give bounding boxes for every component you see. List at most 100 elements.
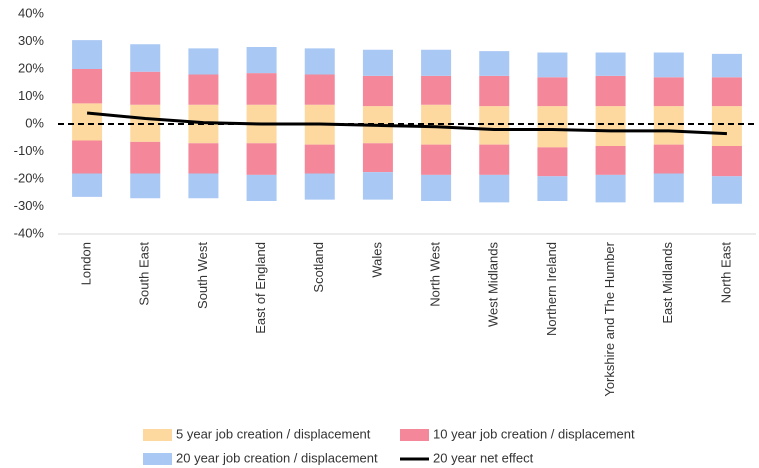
y-tick-label: 0%	[25, 115, 44, 130]
bar-segment	[653, 77, 684, 107]
bar-segment	[595, 75, 626, 107]
bar-segment	[188, 124, 219, 144]
x-tick-label: East Midlands	[660, 242, 675, 324]
x-tick-label: West Midlands	[486, 242, 501, 328]
y-tick-label: 20%	[18, 60, 44, 75]
bar-segment	[595, 124, 626, 146]
bar-segment	[304, 173, 335, 200]
bar-segment	[362, 106, 393, 124]
bar-segment	[304, 104, 335, 124]
legend-label: 5 year job creation / displacement	[176, 426, 371, 441]
bar-segment	[188, 104, 219, 124]
bar-segment	[421, 174, 452, 201]
x-tick-label: London	[79, 242, 94, 285]
y-tick-label: -20%	[14, 170, 45, 185]
bar-segment	[72, 40, 103, 69]
bar-segment	[653, 124, 684, 145]
bar-segment	[246, 47, 277, 74]
bar-segment	[188, 173, 219, 199]
bar-segment	[537, 176, 568, 201]
y-tick-label: 10%	[18, 88, 44, 103]
legend-swatch	[143, 429, 172, 441]
bar-segment	[595, 106, 626, 124]
y-tick-label: -40%	[14, 225, 45, 240]
x-tick-label: Yorkshire and The Humber	[602, 241, 617, 396]
bar-segment	[304, 144, 335, 174]
bar-segment	[595, 174, 626, 203]
bar-segment	[711, 77, 742, 107]
bar-segment	[653, 52, 684, 78]
bar-segment	[421, 75, 452, 105]
bar-segment	[479, 124, 510, 145]
bar-segment	[188, 143, 219, 174]
bar-segment	[72, 173, 103, 197]
bar-segment	[711, 124, 742, 146]
bar-segment	[479, 106, 510, 124]
bar-segment	[362, 172, 393, 200]
bar-segment	[304, 48, 335, 75]
bar-segment	[653, 106, 684, 124]
bar-segment	[130, 71, 161, 105]
bar-segment	[362, 124, 393, 144]
bar-segment	[537, 124, 568, 148]
bar-segment	[72, 140, 103, 174]
bar-segment	[246, 124, 277, 144]
bar-segment	[246, 104, 277, 124]
x-tick-label: East of England	[253, 242, 268, 334]
bar-segment	[711, 53, 742, 78]
bar-segment	[479, 51, 510, 76]
x-tick-label: Wales	[369, 242, 384, 278]
x-tick-label: Scotland	[311, 242, 326, 293]
x-tick-label: South East	[137, 242, 152, 306]
bar-segment	[130, 141, 161, 174]
bar-segment	[188, 48, 219, 75]
bar-segment	[595, 52, 626, 76]
bar-segment	[304, 74, 335, 105]
bar-segment	[479, 75, 510, 107]
legend-label: 20 year job creation / displacement	[176, 450, 378, 465]
bar-segment	[479, 144, 510, 175]
bar-segment	[246, 73, 277, 105]
x-tick-label: North West	[428, 242, 443, 307]
bar-segment	[304, 124, 335, 145]
bar-segment	[362, 75, 393, 107]
y-tick-label: 30%	[18, 33, 44, 48]
bar-segment	[246, 174, 277, 201]
bar-segment	[711, 146, 742, 177]
bar-segment	[188, 74, 219, 105]
bar-segment	[421, 104, 452, 124]
bar-segment	[130, 173, 161, 199]
bar-segment	[537, 106, 568, 124]
bar-segment	[479, 174, 510, 203]
legend-label: 10 year job creation / displacement	[433, 426, 635, 441]
bar-segment	[653, 173, 684, 203]
bar-segment	[130, 104, 161, 124]
bar-segment	[653, 144, 684, 174]
bar-segment	[595, 146, 626, 175]
y-tick-label: -10%	[14, 143, 45, 158]
bar-segment	[72, 124, 103, 141]
legend-label: 20 year net effect	[433, 450, 534, 465]
net-line	[86, 111, 727, 136]
legend-swatch	[400, 429, 429, 441]
bar-segment	[130, 124, 161, 142]
x-tick-label: North East	[718, 242, 733, 304]
bar-segment	[421, 49, 452, 76]
bar-segment	[537, 77, 568, 107]
bar-segment	[711, 106, 742, 124]
y-tick-label: -30%	[14, 198, 45, 213]
bar-segment	[537, 52, 568, 78]
bar-segment	[130, 44, 161, 72]
x-tick-label: Northern Ireland	[544, 242, 559, 336]
bar-segment	[421, 124, 452, 145]
bar-segment	[362, 49, 393, 76]
bar-segment	[72, 69, 103, 104]
bar-segment	[362, 143, 393, 173]
y-tick-label: 40%	[18, 5, 44, 20]
legend-swatch	[143, 453, 172, 465]
bar-segment	[421, 144, 452, 175]
x-tick-label: South West	[195, 242, 210, 309]
bar-segment	[711, 176, 742, 204]
bar-segment	[246, 143, 277, 175]
